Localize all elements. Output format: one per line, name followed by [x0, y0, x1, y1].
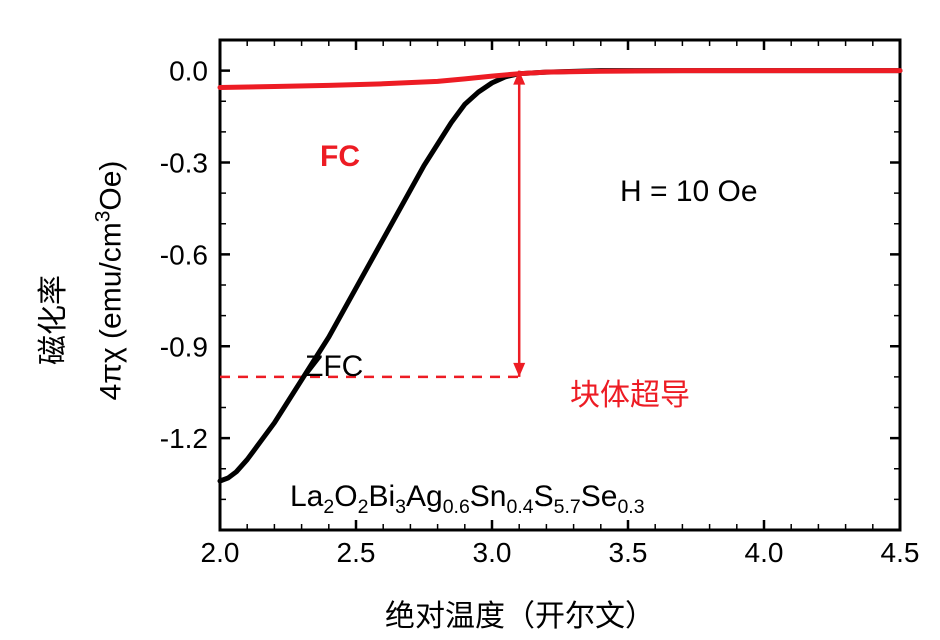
- y-axis-label-inner-text: 4πχ (emu/cm3Oe): [92, 160, 129, 400]
- zfc-label: ZFC: [305, 350, 363, 384]
- x-axis-label: 绝对温度（开尔文）: [0, 591, 940, 635]
- y-axis-label-outer: 磁化率: [30, 0, 70, 640]
- svg-text:2.5: 2.5: [337, 537, 376, 568]
- svg-text:4.0: 4.0: [745, 537, 784, 568]
- svg-text:-0.6: -0.6: [160, 239, 208, 270]
- svg-text:3.5: 3.5: [609, 537, 648, 568]
- svg-text:-1.2: -1.2: [160, 423, 208, 454]
- svg-text:-0.9: -0.9: [160, 331, 208, 362]
- svg-text:2.0: 2.0: [201, 537, 240, 568]
- y-axis-label-outer-text: 磁化率: [28, 275, 72, 365]
- y-axis-label-inner: 4πχ (emu/cm3Oe): [90, 0, 130, 560]
- compound-formula: La2O2Bi3Ag0.6Sn0.4S5.7Se0.3: [290, 480, 645, 519]
- susceptibility-chart: 磁化率 4πχ (emu/cm3Oe) 2.0 2.5 3.0 3.5 4.0 4.5 -1…: [0, 0, 940, 640]
- svg-text:3.0: 3.0: [473, 537, 512, 568]
- svg-text:-0.3: -0.3: [160, 148, 208, 179]
- x-axis-label-text: 绝对温度（开尔文）: [285, 591, 655, 635]
- bulk-sc-label: 块体超导: [570, 370, 690, 414]
- svg-text:4.5: 4.5: [881, 537, 920, 568]
- field-label: H = 10 Oe: [620, 175, 758, 209]
- fc-label: FC: [320, 140, 360, 174]
- svg-text:0.0: 0.0: [169, 56, 208, 87]
